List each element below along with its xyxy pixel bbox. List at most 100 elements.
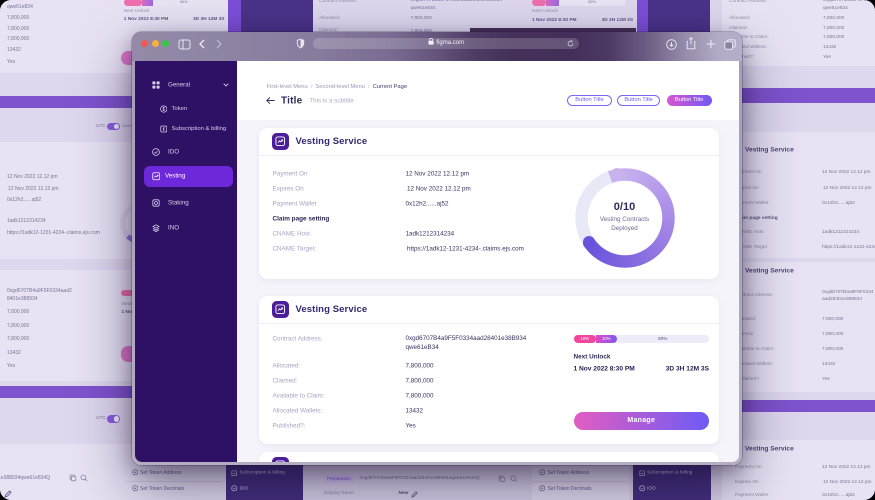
sidebar-item-label: Token xyxy=(171,106,188,112)
bg-text: 0xgd6707B4a9F5F0334aad28401e388934 xyxy=(822,289,874,303)
progress-label-2: 10% xyxy=(601,336,611,342)
donut-label-line1: Vesting Contracts xyxy=(599,216,650,224)
button-title-1[interactable]: Button Title xyxy=(567,95,612,106)
next-unlock-label: Next Unlock xyxy=(573,353,611,361)
donut-label: Vesting Contracts Deployed xyxy=(590,216,660,233)
reload-icon[interactable] xyxy=(567,40,574,47)
download-icon[interactable] xyxy=(666,38,677,50)
progress-segment-2 xyxy=(596,335,617,343)
bg-card xyxy=(722,0,875,66)
minimize-button[interactable] xyxy=(151,40,159,47)
toggle-knob xyxy=(113,123,119,129)
row-value: 0x12h2......aj52 xyxy=(405,200,449,208)
bg-divider xyxy=(532,481,629,482)
button-title-2[interactable]: Button Title xyxy=(616,95,661,106)
address-url: figma.com xyxy=(313,37,579,50)
bg-step-label: Set Token Decimals xyxy=(547,485,592,492)
bg-utc-label: UTC xyxy=(96,416,106,421)
address-bar[interactable]: figma.com xyxy=(313,37,579,50)
vesting-service-icon xyxy=(272,300,289,318)
bg-progress-segment xyxy=(142,0,153,6)
bg-text: Yes xyxy=(822,377,830,382)
page-header: First-level Menu / Second-level Menu / Curre… xyxy=(237,61,739,120)
row-label-bold: Claim page setting xyxy=(272,215,330,223)
vesting-service-card-2: Vesting Service Contract Address: 0xgd67… xyxy=(258,295,719,444)
button-title-3[interactable]: Button Title xyxy=(666,95,712,106)
bg-utc-toggle xyxy=(107,122,120,130)
back-icon[interactable] xyxy=(198,39,206,49)
sidebar-toggle-icon[interactable] xyxy=(178,39,191,50)
sidebar-item-subscription-billing[interactable]: Subscription & billing xyxy=(135,121,237,137)
row-value: 12 Nov 2022 12.12 pm xyxy=(405,170,470,177)
bg-text: Payment Wallet xyxy=(735,492,769,498)
vesting-icon xyxy=(151,172,160,181)
bg-text: 7,800,000 xyxy=(822,317,844,322)
ino-icon xyxy=(152,224,160,232)
sidebar-item-vesting[interactable]: Vesting xyxy=(144,165,233,187)
bg-card xyxy=(722,440,875,500)
bg-text: Published?: xyxy=(735,377,761,382)
bg-step-icon xyxy=(131,469,138,476)
row-value: 1adk1212314234 xyxy=(405,230,455,238)
bg-text: 1 Nov 2022 8:30 PM xyxy=(123,16,169,22)
bg-text: Payment On xyxy=(735,170,762,175)
bg-text: 13432 xyxy=(7,349,21,356)
bg-nav-label: Subscription & billing xyxy=(647,470,693,476)
bg-search-text: 0xgd6707B4a9F5F0334aad28401e388934qwe61e… xyxy=(0,474,51,481)
bg-nav-icon xyxy=(231,469,238,476)
breadcrumb-current: Current Page xyxy=(372,84,408,90)
close-button[interactable] xyxy=(141,40,148,47)
bg-copy-icon xyxy=(498,475,505,482)
progress-label-3: 80% xyxy=(658,336,668,342)
share-icon[interactable] xyxy=(686,37,696,50)
bg-steps-card xyxy=(532,458,629,500)
bg-text: 7,800,000 xyxy=(7,36,30,42)
bg-local-label: Local xyxy=(122,123,134,129)
forward-icon[interactable] xyxy=(215,39,223,49)
card-title: Vesting Service xyxy=(295,135,368,147)
bg-text: 1 Nov 2022 8:30 PM xyxy=(532,17,577,23)
privacy-shield-icon[interactable] xyxy=(296,38,305,49)
sidebar-item-general[interactable]: General xyxy=(135,77,237,93)
donut-ring xyxy=(574,167,675,268)
tab-overview-icon[interactable] xyxy=(724,38,736,50)
bg-steps-card xyxy=(125,458,222,500)
bg-nav-icon xyxy=(638,485,645,492)
bg-card xyxy=(722,132,875,258)
donut-center-text: 0/10 Vesting Contracts Deployed xyxy=(575,168,675,268)
bg-purple-bar xyxy=(722,88,875,103)
bg-text: 7,800,000 xyxy=(7,322,30,329)
breadcrumb-second[interactable]: Second-level Menu xyxy=(315,84,365,90)
breadcrumb-first[interactable]: First-level Menu xyxy=(266,84,308,90)
bg-nav-label: IDO xyxy=(239,486,249,491)
sidebar-item-ino[interactable]: INO xyxy=(135,220,237,236)
bg-text: qwe61e834 xyxy=(7,4,33,10)
row-label: Payment On xyxy=(272,170,308,177)
row-value: 12 Nov 2022 12.12 pm xyxy=(407,185,471,193)
bg-text: 7,800,000 xyxy=(823,35,845,40)
bg-text: 7,800,000 xyxy=(410,16,432,21)
sidebar-item-staking[interactable]: Staking xyxy=(135,195,237,211)
billing-icon xyxy=(159,125,167,133)
bg-text: Available to Claim: xyxy=(735,347,775,352)
manage-button[interactable]: Manage xyxy=(573,411,709,431)
bg-text: Next Unlock xyxy=(123,8,150,14)
bg-text: 12 Nov 2022 12.12 pm xyxy=(823,186,872,191)
new-tab-icon[interactable] xyxy=(706,39,716,49)
bg-text: Display Name xyxy=(324,491,354,496)
bg-text: 1adk1212314234 xyxy=(822,230,860,235)
bg-card-title: Vesting Service xyxy=(745,146,794,154)
bg-progress-segment xyxy=(532,0,546,6)
bg-step-icon xyxy=(538,469,545,476)
bg-text: Next Unlock xyxy=(532,9,558,14)
back-arrow-icon[interactable] xyxy=(266,96,275,105)
sidebar-item-ido[interactable]: IDO xyxy=(135,144,237,160)
zoom-button[interactable] xyxy=(162,40,169,47)
bg-text: 7,800,000 xyxy=(823,15,845,21)
sidebar-item-token[interactable]: Token xyxy=(135,101,237,117)
bg-pencil-icon xyxy=(411,490,418,498)
bg-text: 7,800,000 xyxy=(7,309,30,315)
bg-text: 0xgd6707B4a9F5F0334aad28401e388934 xyxy=(410,0,503,3)
bg-sidebar-stripe xyxy=(240,0,313,33)
